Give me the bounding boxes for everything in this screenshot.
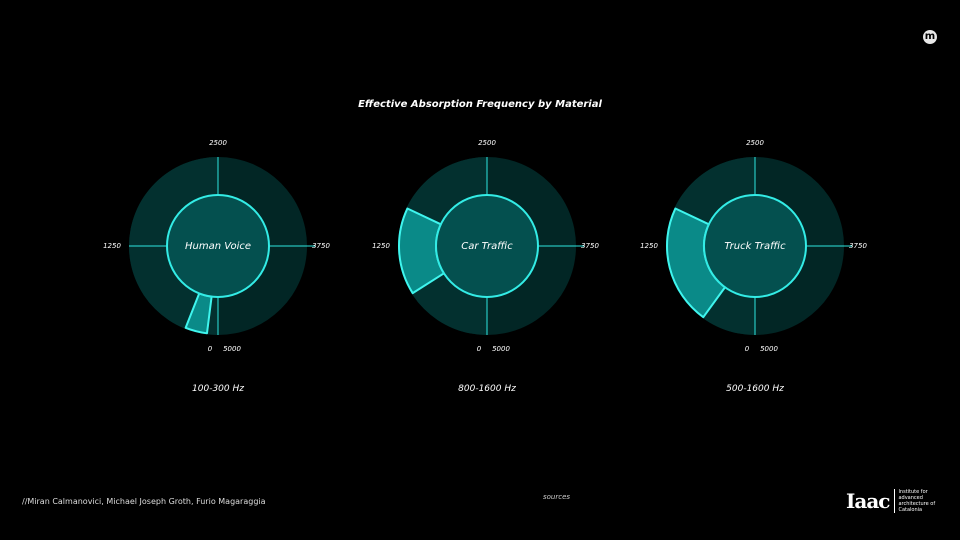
tick-label: 5000	[492, 345, 510, 353]
tick-label: 2500	[746, 139, 764, 147]
range-label: 800-1600 Hz	[458, 384, 516, 394]
tick-label: 3750	[849, 242, 867, 250]
tick-label: 1250	[103, 242, 121, 250]
inner-circle	[166, 194, 270, 298]
inner-circle	[703, 194, 807, 298]
chart-title: Effective Absorption Frequency by Materi…	[358, 99, 602, 110]
tick-label: 2500	[478, 139, 496, 147]
tick-label: 3750	[581, 242, 599, 250]
tick-label: 1250	[640, 242, 658, 250]
series-name: Car Traffic	[461, 241, 513, 252]
inner-circle	[435, 194, 539, 298]
logo-text: Institute for advanced architecture of C…	[894, 489, 942, 513]
series-name: Human Voice	[185, 241, 251, 252]
sources-link[interactable]: sources	[543, 493, 571, 501]
tick-label: 5000	[760, 345, 778, 353]
tick-label: 2500	[209, 139, 227, 147]
range-label: 100-300 Hz	[192, 384, 244, 394]
tick-label: 5000	[223, 345, 241, 353]
series-name: Truck Traffic	[724, 241, 786, 252]
tick-label: 1250	[372, 242, 390, 250]
logo-mark: Iaac	[846, 489, 890, 513]
credits: //Miran Calmanovici, Michael Joseph Grot…	[22, 497, 266, 506]
tick-label: 0	[477, 345, 482, 353]
range-label: 500-1600 Hz	[726, 384, 784, 394]
app-icon[interactable]: m	[923, 30, 937, 44]
tick-label: 0	[208, 345, 213, 353]
tick-label: 3750	[312, 242, 330, 250]
iaac-logo: Iaac Institute for advanced architecture…	[846, 489, 942, 513]
tick-label: 0	[745, 345, 750, 353]
